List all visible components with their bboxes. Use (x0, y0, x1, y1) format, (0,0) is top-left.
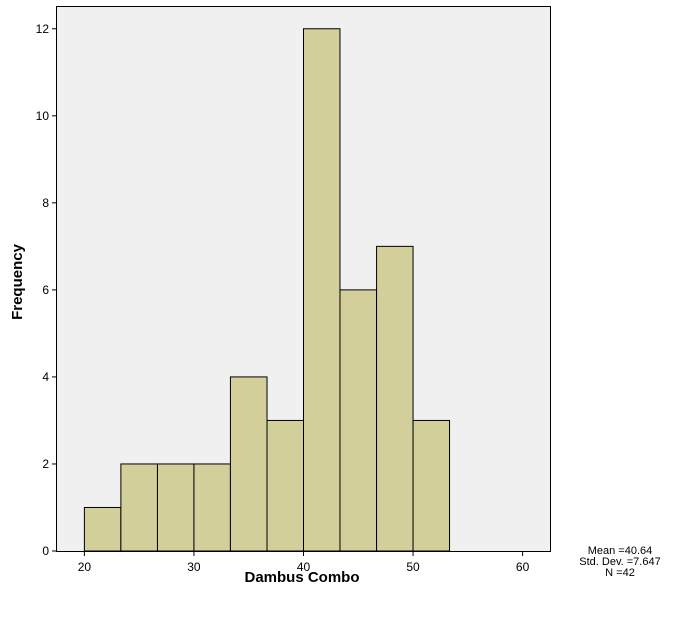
histogram-bar-9 (412, 419, 451, 552)
y-tick-label-0: 0 (42, 544, 49, 558)
x-tick-label-3: 50 (406, 560, 420, 574)
x-tick-label-0: 20 (78, 560, 92, 574)
y-tick-label-1: 2 (42, 457, 49, 471)
bars-group (83, 28, 451, 552)
x-tick-label-1: 30 (187, 560, 201, 574)
histogram-bar-3 (193, 463, 231, 552)
histogram-bar-6 (303, 28, 341, 552)
histogram-bar-0 (83, 506, 122, 552)
histogram-bar-4 (229, 376, 268, 552)
stats-box: Mean =40.64 Std. Dev. =7.647 N =42 (560, 546, 680, 579)
histogram-bar-8 (376, 245, 414, 552)
x-axis-ticks: 20 30 40 50 60 (78, 551, 530, 574)
y-tick-label-4: 8 (42, 196, 49, 210)
mean-stat: Mean =40.64 (587, 545, 653, 557)
histogram-bar-7 (339, 289, 378, 552)
x-axis-label: Dambus Combo (244, 569, 359, 586)
y-tick-label-5: 10 (36, 109, 50, 123)
y-tick-label-2: 4 (42, 370, 49, 384)
x-tick-label-4: 60 (516, 560, 530, 574)
x-tick-label-2: 40 (297, 560, 311, 574)
n-stat: N =42 (605, 567, 635, 579)
histogram-bar-1 (120, 463, 158, 552)
histogram-bar-5 (266, 419, 305, 552)
y-tick-label-3: 6 (42, 283, 49, 297)
std-dev-stat: Std. Dev. =7.647 (579, 556, 661, 568)
y-axis-label: Frequency (9, 243, 26, 320)
y-tick-label-6: 12 (36, 22, 50, 36)
histogram-bar-2 (156, 463, 195, 552)
y-axis-ticks: 0 2 4 6 8 10 12 (36, 22, 57, 558)
